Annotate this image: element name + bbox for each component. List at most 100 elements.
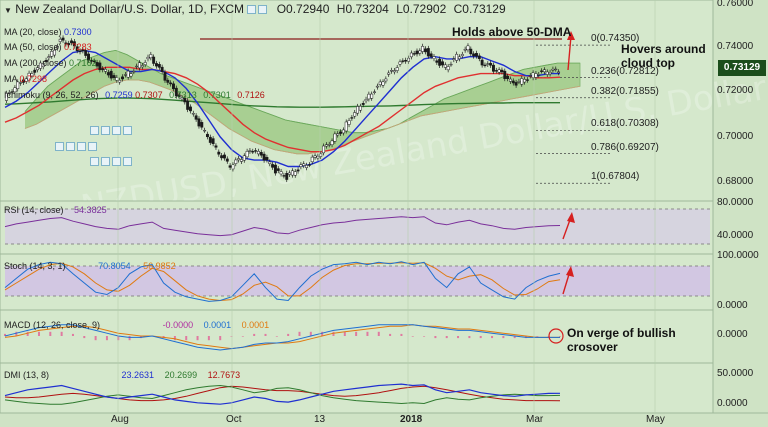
annotation-macd: On verge of bullish crosover — [567, 326, 676, 354]
candle-body — [211, 138, 215, 144]
legend-macd[interactable]: MACD (12, 26, close, 9) -0.0000 0.0001 0… — [4, 320, 270, 330]
dmi-plus-series — [4, 383, 561, 405]
candle-body — [384, 78, 388, 82]
candle-body — [50, 51, 54, 57]
price-tick: 0.74000 — [717, 41, 754, 52]
candle-body — [248, 150, 252, 152]
candle-body — [81, 49, 85, 52]
candle-body — [38, 62, 42, 69]
candle-body — [316, 155, 320, 159]
macd-histogram-bar — [502, 336, 505, 339]
adx-series — [4, 385, 561, 402]
macd-histogram-bar — [479, 336, 482, 339]
moving-averages — [4, 49, 561, 168]
candle-body — [492, 64, 495, 72]
legend-rsi[interactable]: RSI (14, close) 54.3825 — [4, 205, 107, 215]
candle-body — [350, 117, 354, 119]
candle-body — [186, 100, 190, 110]
candle-body — [92, 60, 96, 63]
candle-body — [347, 120, 351, 125]
candle-body — [271, 164, 275, 168]
candle-body — [458, 56, 461, 60]
legend-ma20[interactable]: MA (20, close) 0.7300 — [4, 27, 92, 37]
rsi-series — [4, 216, 561, 237]
stoch-tick: 0.0000 — [717, 300, 748, 311]
candle-body — [378, 81, 382, 85]
candle-body — [322, 145, 326, 154]
candle-body — [61, 37, 65, 41]
macd-histogram-bar — [536, 336, 539, 337]
legend-ma200[interactable]: MA (200, close) 0.7162 — [4, 58, 97, 68]
candle-body — [463, 48, 467, 51]
candle-body — [89, 59, 93, 62]
price-tick: 0.72000 — [717, 85, 754, 96]
legend-ma-other[interactable]: MA 0.7298 — [4, 74, 48, 84]
cloud-top — [24, 49, 580, 134]
candle-body — [475, 53, 478, 57]
legend-ichimoku[interactable]: Ichimoku (9, 26, 52, 26) 0.7259 0.7307 0… — [4, 90, 265, 100]
candle-body — [424, 48, 427, 53]
dmi-tick: 50.0000 — [717, 368, 754, 379]
candle-body — [87, 53, 90, 61]
candle-body — [118, 79, 122, 83]
candle-body — [557, 71, 561, 73]
settings-icon[interactable] — [247, 5, 257, 15]
candle-body — [30, 73, 34, 77]
candle-body — [486, 63, 490, 65]
candle-body — [13, 87, 17, 93]
legend-stoch[interactable]: Stoch (14, 3, 1) 70.8054 56.9852 — [4, 261, 176, 271]
candle-body — [497, 69, 501, 73]
candle-body — [104, 68, 107, 72]
candle-body — [489, 62, 493, 66]
candle-body — [508, 78, 512, 82]
macd-histogram-bar — [173, 336, 176, 341]
dmi-tick: 0.0000 — [717, 398, 748, 409]
macd-cross-circle — [548, 328, 564, 344]
candle-body — [276, 168, 280, 171]
macd-histogram-bar — [423, 336, 426, 337]
candle-body — [319, 153, 323, 157]
candle-body — [279, 171, 283, 175]
candle-body — [336, 133, 340, 136]
candle-body — [390, 70, 393, 72]
candle-body — [305, 165, 309, 168]
chevron-down-icon[interactable]: ▼ — [4, 6, 12, 15]
candle-body — [449, 63, 453, 66]
candle-body — [121, 76, 124, 80]
macd-histogram-bar — [241, 336, 244, 337]
macd-histogram-bar — [275, 336, 278, 337]
candle-body — [138, 62, 141, 69]
candle-body — [251, 151, 255, 153]
fib-label: 0.382(0.71855) — [591, 85, 659, 97]
close-icon[interactable] — [258, 5, 268, 15]
legend-toolbar-3[interactable] — [90, 153, 134, 171]
macd-histogram-bar — [37, 331, 40, 336]
macd-histogram-bar — [94, 336, 97, 341]
macd-histogram-bar — [457, 336, 460, 339]
candle-body — [344, 121, 348, 132]
candle-body — [203, 129, 207, 132]
candle-body — [545, 71, 549, 75]
candle-body — [520, 78, 524, 85]
legend-dmi[interactable]: DMI (13, 8) 23.2631 20.2699 12.7673 — [4, 370, 241, 380]
candle-body — [64, 42, 68, 45]
candle-body — [228, 165, 232, 168]
legend-toolbar-1[interactable] — [90, 122, 134, 140]
candle-body — [373, 91, 376, 93]
candle-body — [67, 43, 71, 46]
legend-toolbar-2[interactable] — [55, 138, 99, 156]
candle-body — [525, 79, 529, 81]
candle-body — [452, 58, 456, 60]
ohlc-o: O0.72940 — [276, 2, 330, 16]
candle-body — [220, 155, 224, 159]
macd-histogram-bar — [185, 336, 188, 341]
macd-histogram-bar — [264, 333, 267, 336]
candle-body — [4, 93, 8, 101]
candle-body — [160, 66, 164, 72]
candle-body — [163, 72, 167, 81]
candle-body — [302, 163, 306, 166]
candle-body — [358, 105, 362, 111]
candle-body — [256, 151, 260, 155]
legend-ma50[interactable]: MA (50, close) 0.7283 — [4, 42, 92, 52]
price-tick: 0.76000 — [717, 0, 754, 9]
